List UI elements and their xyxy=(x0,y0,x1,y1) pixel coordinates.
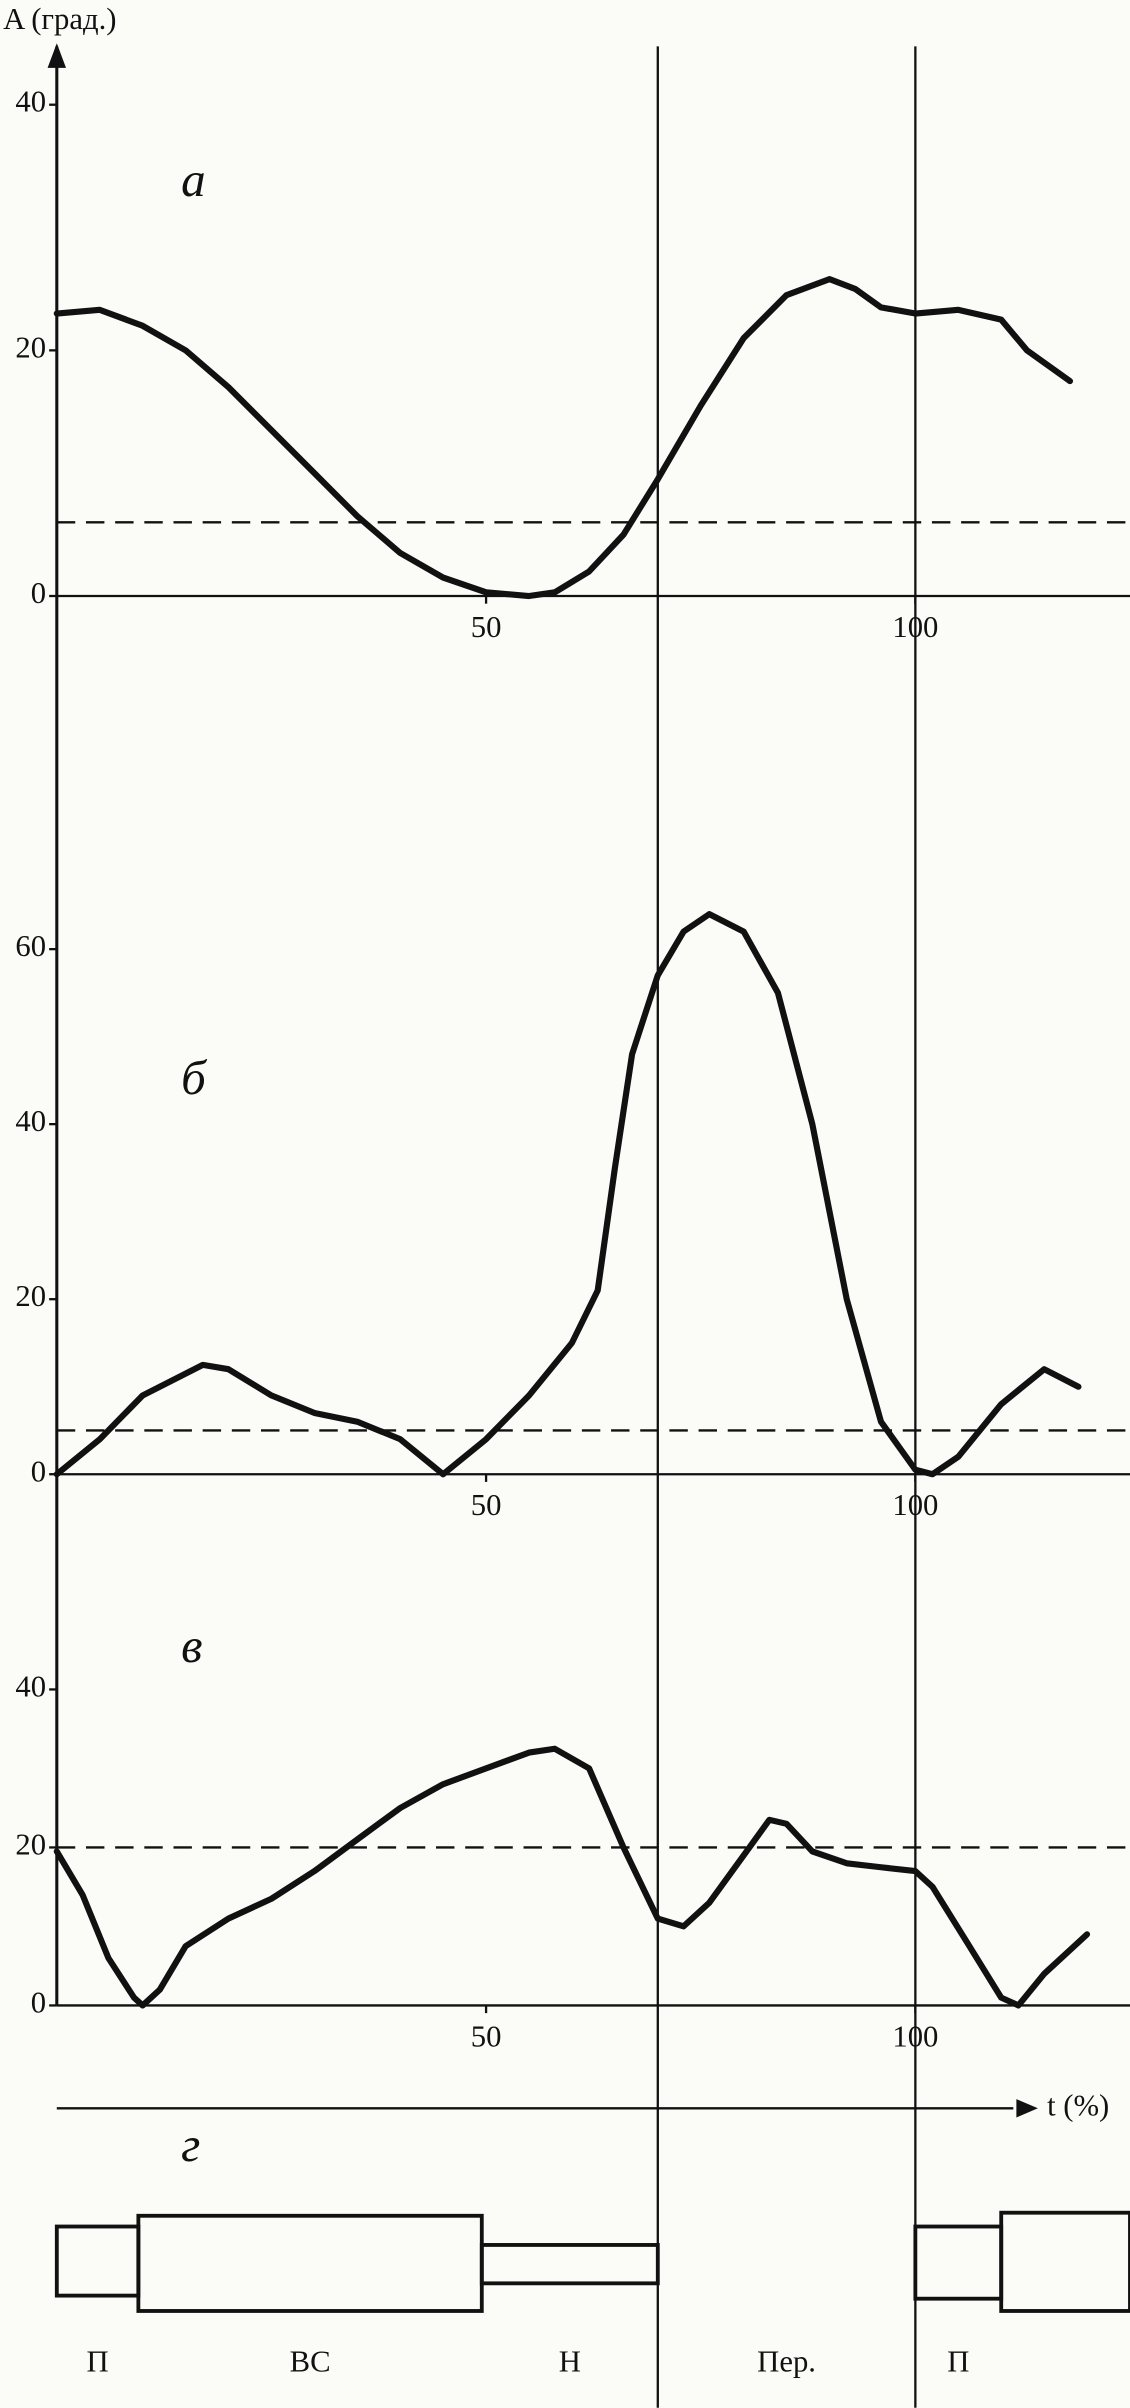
y-tick-label: 40 xyxy=(15,85,46,119)
curve xyxy=(53,276,1074,600)
x-label: t (%) xyxy=(1047,2088,1109,2122)
y-tick-label: 20 xyxy=(15,1827,46,1861)
y-tick-label: 0 xyxy=(31,1985,46,2019)
y-tick-label: 0 xyxy=(31,1454,46,1488)
panel-label: в xyxy=(181,1618,202,1673)
y-tick-label: 40 xyxy=(15,1669,46,1703)
phase-label: ВС xyxy=(290,2345,331,2379)
x-tick-label: 50 xyxy=(471,1488,502,1522)
phase-box xyxy=(136,2213,484,2313)
panel-label: г xyxy=(181,2117,200,2172)
phase-box xyxy=(479,2243,660,2286)
y-tick-label: 0 xyxy=(31,576,46,610)
phase-box xyxy=(913,2224,1004,2301)
phase-label: П xyxy=(87,2345,109,2379)
y-tick-label: 40 xyxy=(15,1104,46,1138)
y-label: A (град.) xyxy=(3,2,116,36)
curve xyxy=(53,911,1082,1478)
phase-box xyxy=(999,2210,1130,2313)
y-tick-label: 60 xyxy=(15,929,46,963)
phase-box xyxy=(54,2224,141,2298)
curve xyxy=(53,1745,1091,2009)
panel-label: а xyxy=(181,152,206,207)
phase-label: Н xyxy=(559,2345,581,2379)
x-tick-label: 50 xyxy=(471,2019,502,2053)
panel-label: б xyxy=(181,1050,208,1105)
y-tick-label: 20 xyxy=(15,330,46,364)
phase-label: П xyxy=(947,2345,969,2379)
y-tick-label: 20 xyxy=(15,1279,46,1313)
x-tick-label: 50 xyxy=(471,610,502,644)
phase-label: Пер. xyxy=(757,2345,816,2379)
t-arrow xyxy=(1016,2099,1038,2118)
y-arrow xyxy=(47,43,67,68)
